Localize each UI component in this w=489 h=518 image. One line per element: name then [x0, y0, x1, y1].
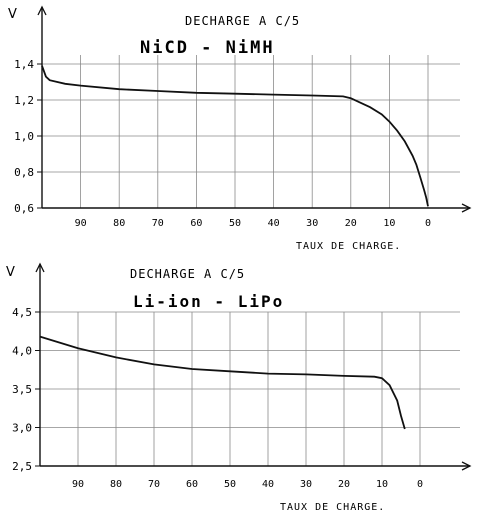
c1-x-axis-arrow [461, 203, 472, 213]
c2-x-tick-label: 20 [338, 479, 350, 490]
chart1-axes [37, 5, 472, 213]
chart1-x-axis-label: TAUX DE CHARGE. [296, 241, 401, 252]
c1-y-tick-label: 1,0 [14, 130, 34, 143]
c1-x-tick-label: 10 [383, 218, 395, 229]
chart1-y-axis-label: V [8, 7, 17, 22]
c1-x-tick-label: 0 [425, 218, 431, 229]
c2-x-tick-label: 30 [300, 479, 312, 490]
chart2-y-axis-label: V [6, 265, 15, 280]
c2-y-tick-label: 4,5 [12, 306, 32, 319]
c2-x-tick-label: 50 [224, 479, 236, 490]
c1-x-tick-label: 40 [268, 218, 280, 229]
c2-y-tick-label: 3,5 [12, 383, 32, 396]
chart1-title: DECHARGE A C/5 [185, 14, 300, 28]
c2-x-tick-label: 60 [186, 479, 198, 490]
c2-x-tick-label: 90 [72, 479, 84, 490]
c1-y-tick-label: 1,2 [14, 94, 34, 107]
chart1-subtitle: NiCD - NiMH [140, 38, 275, 58]
chart2-axes [35, 262, 472, 471]
c1-x-tick-label: 50 [229, 218, 241, 229]
chart-nicd-nimh: DECHARGE A C/5 NiCD - NiMH V TAUX DE CHA… [8, 5, 472, 252]
chart1-y-ticks: 1,4 1,2 1,0 0,8 0,6 [14, 58, 42, 215]
c1-x-tick-label: 30 [306, 218, 318, 229]
c1-x-tick-label: 80 [113, 218, 125, 229]
chart-li-ion-lipo: DECHARGE A C/5 Li-ion - LiPo V TAUX DE C… [6, 262, 472, 513]
c2-y-tick-label: 4,0 [12, 345, 32, 358]
c2-x-axis-arrow [461, 461, 472, 471]
c1-y-axis-arrow [37, 5, 47, 16]
c1-y-tick-label: 1,4 [14, 58, 34, 71]
c2-x-tick-label: 40 [262, 479, 274, 490]
chart2-y-ticks: 4,5 4,0 3,5 3,0 2,5 [12, 306, 40, 473]
c1-y-tick-label: 0,8 [14, 166, 34, 179]
c1-x-tick-label: 70 [152, 218, 164, 229]
c2-y-tick-label: 3,0 [12, 422, 32, 435]
c1-x-tick-label: 60 [190, 218, 202, 229]
c2-x-tick-label: 70 [148, 479, 160, 490]
chart1-series-line [41, 65, 429, 207]
c2-x-tick-label: 10 [376, 479, 388, 490]
c2-y-axis-arrow [35, 262, 45, 273]
chart2-grid [40, 311, 460, 466]
c2-x-tick-label: 80 [110, 479, 122, 490]
chart2-subtitle: Li-ion - LiPo [133, 292, 284, 311]
chart2-title: DECHARGE A C/5 [130, 267, 245, 281]
chart2-series-line [39, 335, 406, 430]
c2-x-tick-label: 0 [417, 479, 423, 490]
chart2-x-ticks: 90 80 70 60 50 40 30 20 10 0 [72, 479, 423, 490]
c1-x-tick-label: 90 [75, 218, 87, 229]
c1-x-tick-label: 20 [345, 218, 357, 229]
c2-y-tick-label: 2,5 [12, 460, 32, 473]
chart1-grid [42, 55, 460, 208]
chart2-x-axis-label: TAUX DE CHARGE. [280, 502, 385, 513]
chart1-x-ticks: 90 80 70 60 50 40 30 20 10 0 [75, 218, 431, 229]
c1-y-tick-label: 0,6 [14, 202, 34, 215]
